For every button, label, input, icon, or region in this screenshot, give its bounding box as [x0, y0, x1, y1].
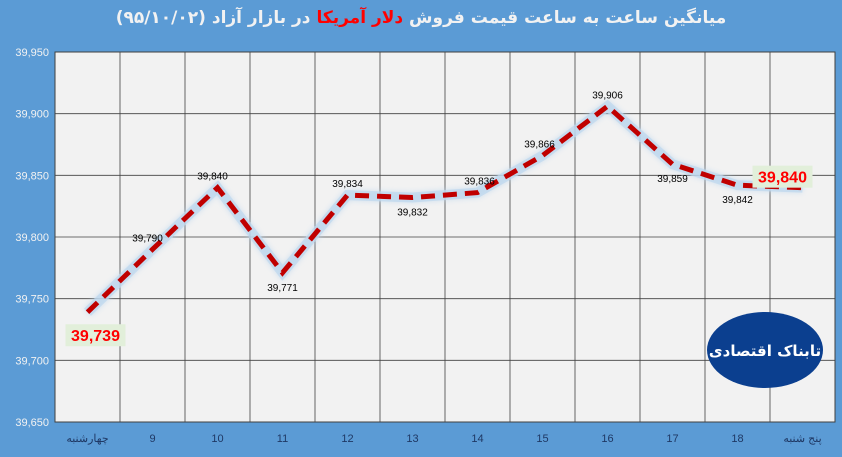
y-tick-label: 39,700 [15, 355, 49, 367]
data-label: 39,836 [464, 177, 495, 188]
logo-globe [707, 312, 823, 388]
data-label: 39,834 [332, 179, 363, 190]
data-label-box [65, 324, 126, 347]
data-label: 39,840 [758, 170, 807, 187]
y-tick-label: 39,850 [15, 170, 49, 182]
y-tick-label: 39,800 [15, 232, 49, 244]
data-label-box [752, 165, 813, 188]
data-label: 39,832 [397, 208, 428, 219]
x-tick-label: 9 [149, 433, 155, 445]
x-tick-label: 15 [536, 433, 548, 445]
data-label: 39,840 [197, 172, 228, 183]
data-label: 39,790 [132, 233, 163, 244]
x-tick-label: 18 [731, 433, 743, 445]
chart-title: میانگین ساعت به ساعت قیمت فروش دلار آمری… [0, 8, 842, 28]
logo-text: تابناک اقتصادی [709, 342, 821, 360]
x-tick-label: 13 [406, 433, 418, 445]
series-line [85, 103, 803, 315]
data-label: 39,859 [657, 174, 688, 185]
x-tick-label: 17 [666, 433, 678, 445]
title-highlight: دلار آمریکا [316, 8, 404, 28]
x-tick-label: 10 [211, 433, 223, 445]
data-label: 39,866 [524, 140, 555, 151]
y-tick-label: 39,950 [15, 47, 49, 59]
x-tick-label: 11 [277, 433, 288, 445]
x-tick-label: 14 [471, 433, 483, 445]
y-tick-label: 39,900 [15, 109, 49, 121]
title-part1: میانگین ساعت به ساعت قیمت فروش [409, 8, 727, 28]
data-label: 39,842 [722, 195, 753, 206]
logo: تابناک اقتصادی [707, 312, 823, 388]
data-label: 39,739 [71, 328, 120, 345]
x-tick-label: چهارشنبه [66, 433, 108, 445]
data-label: 39,771 [267, 283, 298, 294]
y-tick-label: 39,650 [15, 417, 49, 429]
title-part2: در بازار آزاد (۹۵/۱۰/۰۲) [115, 8, 311, 28]
x-tick-label: 16 [601, 433, 613, 445]
x-tick-label: پنج شنبه [783, 433, 821, 445]
x-tick-label: 12 [341, 433, 353, 445]
y-tick-label: 39,750 [15, 294, 49, 306]
data-label: 39,906 [592, 90, 623, 101]
